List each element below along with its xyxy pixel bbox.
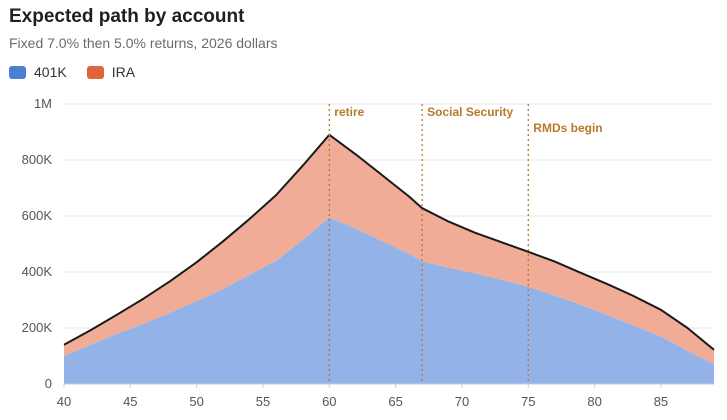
legend-swatch-ira xyxy=(86,65,104,79)
x-tick-label: 80 xyxy=(587,394,601,409)
area-401k xyxy=(64,217,714,384)
x-tick-label: 70 xyxy=(455,394,469,409)
x-tick-label: 55 xyxy=(256,394,270,409)
legend-item-ira: IRA xyxy=(86,64,136,80)
total-line xyxy=(63,133,715,351)
marker-label: RMDs begin xyxy=(533,121,602,135)
areas xyxy=(63,133,715,384)
y-tick-label: 400K xyxy=(22,264,53,279)
legend-item-401k: 401K xyxy=(9,64,67,80)
event-markers: retire Social Security RMDs begin xyxy=(328,104,603,384)
x-tick-label: 60 xyxy=(322,394,336,409)
x-tick-label: 85 xyxy=(654,394,668,409)
marker-label: retire xyxy=(334,105,364,119)
y-tick-label: 600K xyxy=(22,208,53,223)
y-tick-label: 800K xyxy=(22,152,53,167)
x-tick-label: 65 xyxy=(388,394,402,409)
y-tick-label: 200K xyxy=(22,320,53,335)
x-tick-label: 45 xyxy=(123,394,137,409)
axes: 0 200K 400K 600K 800K 1M 40 45 50 55 60 65 70 75 80 85 xyxy=(22,96,714,409)
y-tick-label: 0 xyxy=(45,376,52,391)
x-tick-label: 50 xyxy=(189,394,203,409)
chart-subtitle: Fixed 7.0% then 5.0% returns, 2026 dolla… xyxy=(9,35,278,51)
x-tick-label: 75 xyxy=(521,394,535,409)
x-tick-label: 40 xyxy=(57,394,71,409)
marker-label: Social Security xyxy=(427,105,513,119)
legend: 401K IRA xyxy=(9,64,155,80)
y-tick-label: 1M xyxy=(34,96,52,111)
legend-label-401k: 401K xyxy=(34,64,67,80)
chart-title: Expected path by account xyxy=(9,6,245,27)
legend-swatch-401k xyxy=(9,65,26,79)
legend-label-ira: IRA xyxy=(111,64,136,80)
